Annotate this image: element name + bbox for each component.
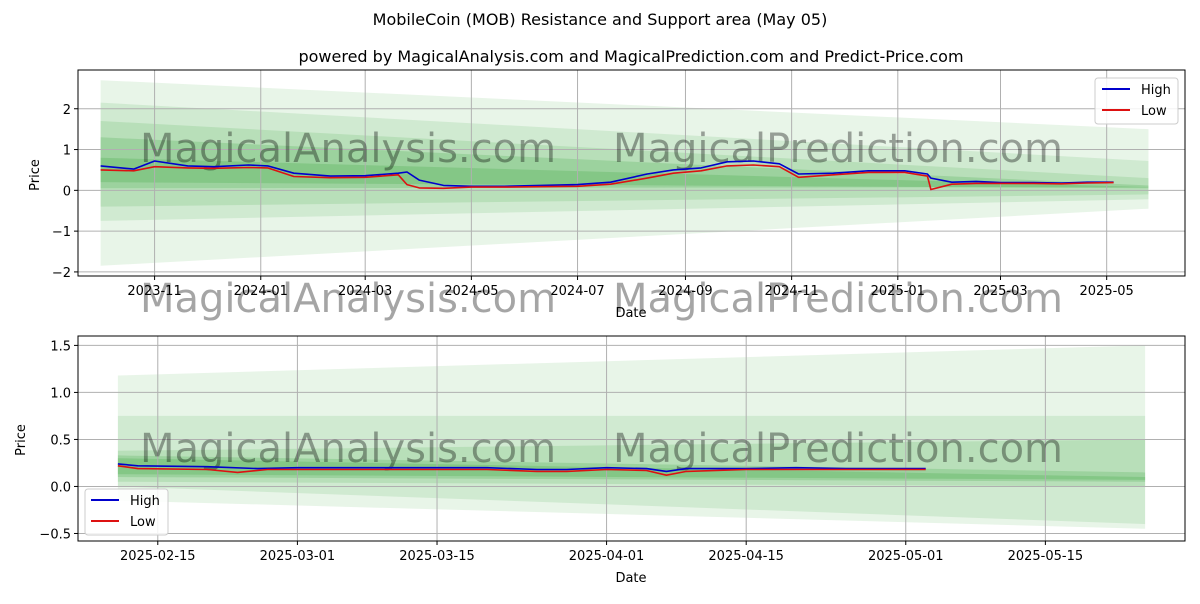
top-y-axis-label: Price (28, 159, 43, 191)
top-x-axis-label: Date (615, 306, 646, 321)
bottom-panel-watermark: MagicalAnalysis.com MagicalPrediction.co… (140, 426, 1063, 472)
bottom-x-tick-label: 2025-05-15 (1008, 549, 1084, 564)
bottom-x-axis-label: Date (615, 571, 646, 586)
bottom-x-tick-label: 2025-05-01 (868, 549, 944, 564)
top-x-tick-label: 2025-03 (973, 284, 1027, 299)
watermark-analysis: MagicalAnalysis.com (140, 126, 556, 172)
bottom-legend-low-label: Low (130, 515, 156, 530)
bottom-x-tick-label: 2025-03-15 (399, 549, 475, 564)
top-panel-frame (77, 69, 1186, 277)
top-y-tick-label: 0 (63, 184, 71, 199)
top-x-tick-label: 2024-07 (550, 284, 604, 299)
bottom-series-high (117, 463, 926, 473)
bottom-y-tick-label: 0.5 (50, 433, 71, 448)
top-series-high (100, 160, 1114, 188)
bottom-series-low (117, 465, 926, 476)
top-y-tick-label: −2 (52, 266, 71, 281)
bottom-panel-ticks: 2025-02-15 2025-03-01 2025-03-15 2025-04-01… (39, 339, 1083, 564)
top-series-low (100, 164, 1114, 191)
top-confidence-band-3 (100, 120, 1149, 207)
top-x-tick-label: 2024-03 (338, 284, 392, 299)
top-confidence-band-1 (100, 80, 1149, 266)
top-x-tick-label: 2024-01 (234, 284, 288, 299)
top-panel-watermark: MagicalAnalysis.com MagicalPrediction.co… (140, 126, 1063, 322)
bottom-legend-high-label: High (130, 494, 160, 509)
top-x-tick-label: 2024-11 (764, 284, 818, 299)
bottom-panel: MagicalAnalysis.com MagicalPrediction.co… (14, 335, 1186, 586)
top-y-tick-label: 2 (63, 103, 71, 118)
bottom-y-tick-label: 0.0 (50, 480, 71, 495)
watermark-prediction-lower: MagicalPrediction.com (613, 276, 1063, 322)
bottom-x-tick-label: 2025-03-01 (260, 549, 336, 564)
top-panel-bands (100, 80, 1149, 266)
top-legend-low-label: Low (1141, 104, 1167, 119)
bottom-y-tick-label: −0.5 (39, 527, 71, 542)
bottom-confidence-band-5 (117, 458, 1146, 480)
top-panel: MagicalAnalysis.com MagicalPrediction.co… (28, 69, 1186, 322)
top-confidence-band-2 (100, 102, 1149, 221)
top-y-tick-label: −1 (52, 225, 71, 240)
bottom-panel-lines (117, 463, 926, 476)
top-legend: High Low (1094, 77, 1179, 125)
watermark-analysis-bottom: MagicalAnalysis.com (140, 426, 556, 472)
bottom-y-tick-label: 1.0 (50, 386, 71, 401)
bottom-legend: High Low (84, 488, 169, 536)
top-y-tick-label: 1 (63, 144, 71, 159)
top-x-tick-label: 2023-11 (127, 284, 181, 299)
top-x-tick-label: 2025-01 (871, 284, 925, 299)
top-x-tick-label: 2025-05 (1080, 284, 1134, 299)
bottom-panel-grid (78, 336, 1185, 541)
bottom-y-axis-label: Price (14, 424, 29, 456)
bottom-panel-bands (117, 345, 1146, 529)
bottom-confidence-band-3 (117, 439, 1146, 487)
top-panel-lines (100, 160, 1114, 191)
chart-subtitle: powered by MagicalAnalysis.com and Magic… (298, 47, 963, 66)
bottom-confidence-band-1 (117, 345, 1146, 529)
bottom-panel-frame (77, 335, 1186, 542)
top-x-tick-label: 2024-05 (444, 284, 498, 299)
top-x-tick-label: 2024-09 (658, 284, 712, 299)
bottom-x-tick-label: 2025-04-15 (708, 549, 784, 564)
watermark-analysis-lower: MagicalAnalysis.com (140, 276, 556, 322)
bottom-y-tick-label: 1.5 (50, 339, 71, 354)
watermark-prediction: MagicalPrediction.com (613, 126, 1063, 172)
bottom-x-tick-label: 2025-02-15 (120, 549, 196, 564)
watermark-prediction-bottom: MagicalPrediction.com (613, 426, 1063, 472)
chart-title: MobileCoin (MOB) Resistance and Support … (373, 10, 828, 29)
top-legend-high-label: High (1141, 83, 1171, 98)
bottom-x-tick-label: 2025-04-01 (569, 549, 645, 564)
top-confidence-band-5 (100, 157, 1149, 189)
top-panel-ticks: 2023-11 2024-01 2024-03 2024-05 2024-07 2024-… (52, 103, 1134, 299)
